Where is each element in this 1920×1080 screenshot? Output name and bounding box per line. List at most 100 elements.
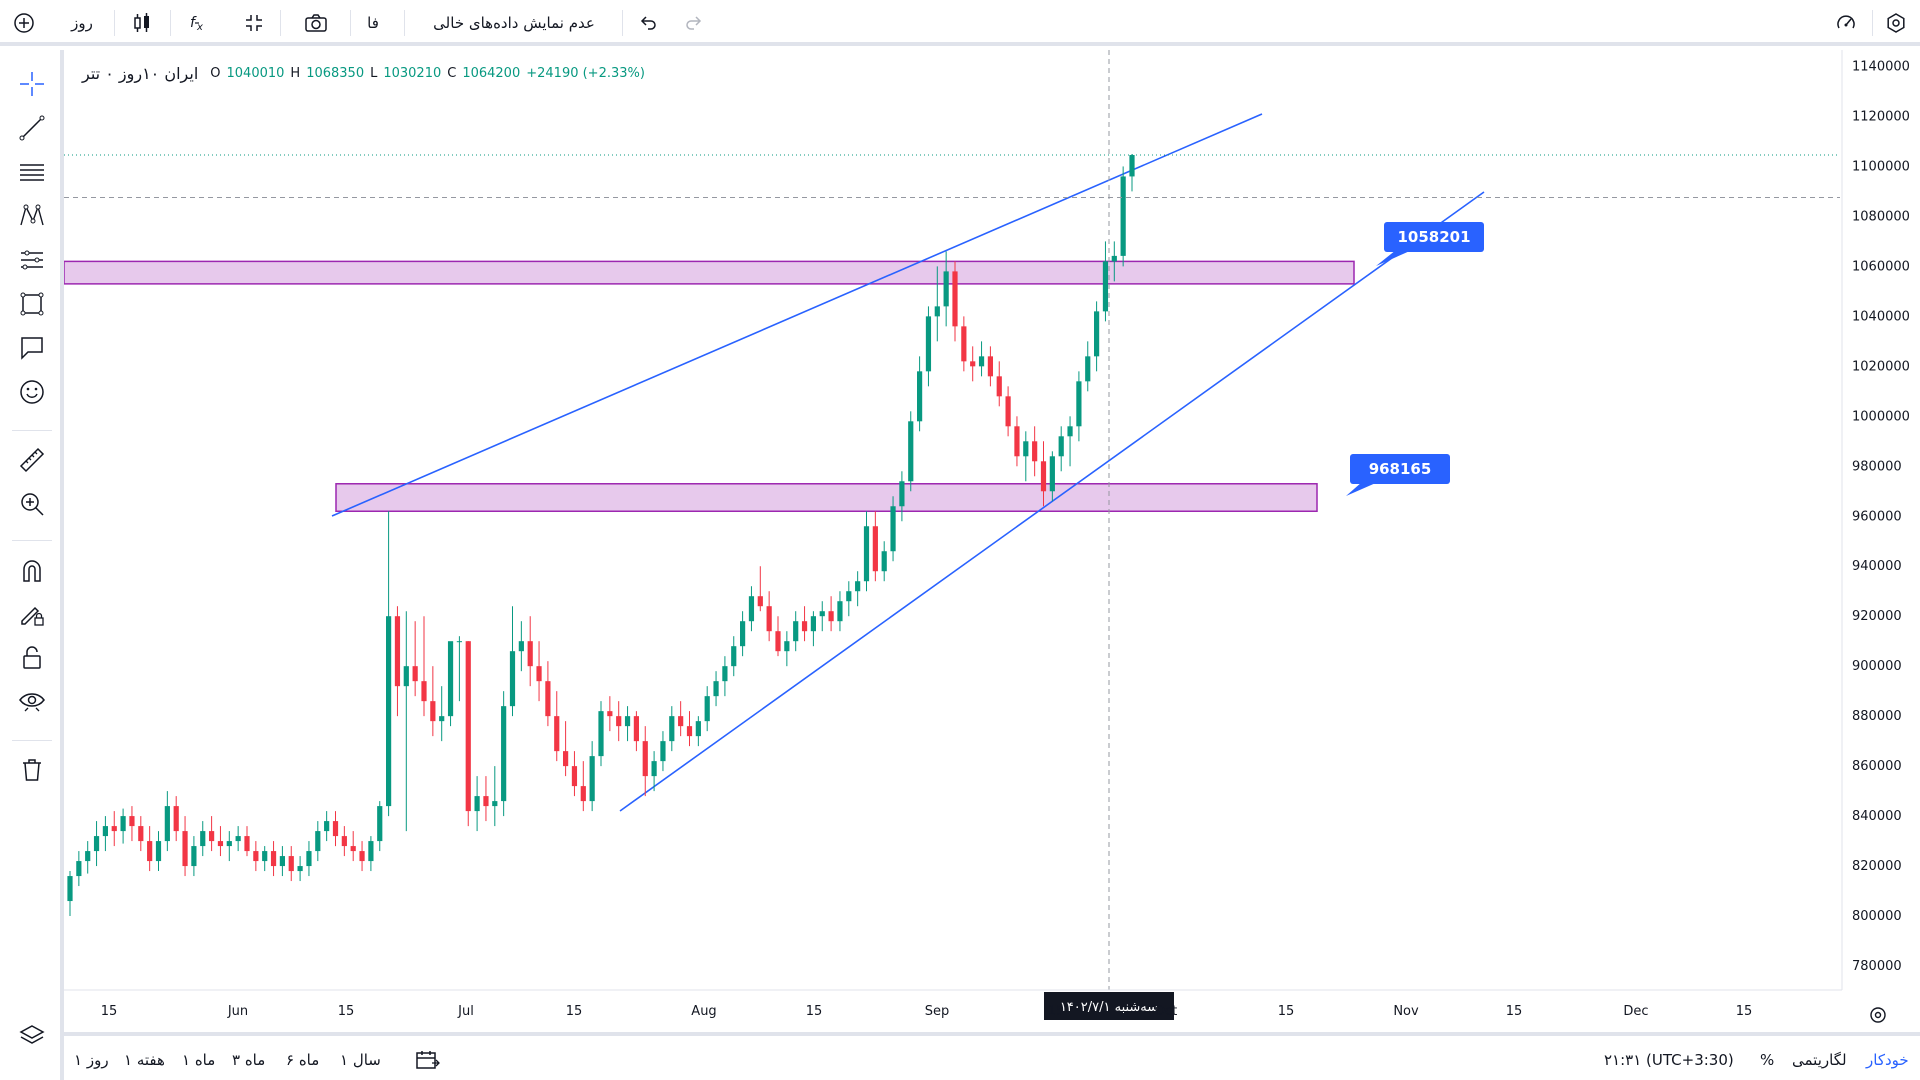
- candle[interactable]: [191, 836, 197, 877]
- emoji-icon[interactable]: [12, 372, 52, 412]
- candle[interactable]: [908, 411, 914, 492]
- candle[interactable]: [917, 356, 923, 432]
- lower-trendline[interactable]: [619, 191, 1485, 812]
- candle[interactable]: [775, 616, 781, 657]
- candle[interactable]: [315, 821, 321, 862]
- price-chart[interactable]: 11045701087568سه‌شنبه ۱۴۰۲/۷/۱1058201968…: [64, 50, 1920, 1032]
- candle[interactable]: [633, 711, 639, 752]
- candle[interactable]: [846, 581, 852, 617]
- candle[interactable]: [377, 801, 383, 852]
- candle[interactable]: [943, 251, 949, 327]
- candle[interactable]: [987, 346, 993, 387]
- candle[interactable]: [306, 841, 312, 877]
- candle[interactable]: [855, 571, 861, 607]
- candle[interactable]: [872, 511, 878, 582]
- candle[interactable]: [1005, 386, 1011, 437]
- candle[interactable]: [270, 841, 277, 877]
- candle[interactable]: [571, 751, 578, 797]
- candle[interactable]: [669, 706, 675, 752]
- candle[interactable]: [509, 606, 516, 717]
- range-1d[interactable]: ۱ روز: [74, 1051, 109, 1069]
- candle[interactable]: [934, 266, 940, 342]
- settings-icon[interactable]: [1878, 0, 1914, 46]
- empty-data-toggle[interactable]: عدم نمایش داده‌های خالی: [433, 14, 595, 32]
- candle[interactable]: [439, 686, 445, 742]
- candle[interactable]: [483, 776, 489, 822]
- candle[interactable]: [120, 808, 126, 844]
- range-6m[interactable]: ۶ ماه: [286, 1051, 320, 1069]
- candle[interactable]: [518, 621, 524, 672]
- candle[interactable]: [324, 811, 330, 842]
- candle[interactable]: [686, 711, 693, 747]
- candle[interactable]: [563, 721, 569, 777]
- candle[interactable]: [200, 821, 206, 857]
- timeframe-button[interactable]: روز: [71, 14, 93, 32]
- candle[interactable]: [996, 361, 1002, 407]
- candle[interactable]: [899, 471, 905, 522]
- zoom-icon[interactable]: [12, 484, 52, 524]
- candle[interactable]: [93, 821, 100, 867]
- crosshair-icon[interactable]: [12, 64, 52, 104]
- candle[interactable]: [616, 701, 622, 742]
- candle[interactable]: [386, 511, 392, 817]
- candle[interactable]: [412, 621, 418, 697]
- candle[interactable]: [1120, 166, 1126, 267]
- lock-pen-icon[interactable]: [12, 594, 52, 634]
- candle[interactable]: [748, 586, 755, 632]
- candle[interactable]: [793, 611, 799, 652]
- candle[interactable]: [359, 841, 365, 872]
- candle[interactable]: [129, 806, 135, 842]
- candle[interactable]: [421, 616, 427, 717]
- candle[interactable]: [368, 836, 374, 872]
- candle[interactable]: [1129, 153, 1135, 192]
- candle[interactable]: [740, 611, 746, 657]
- candle[interactable]: [1111, 241, 1117, 282]
- candle[interactable]: [1094, 301, 1100, 372]
- candle[interactable]: [704, 686, 710, 732]
- candle[interactable]: [837, 591, 843, 632]
- callout-icon[interactable]: [12, 328, 52, 368]
- candle[interactable]: [297, 856, 303, 882]
- candle[interactable]: [209, 816, 215, 852]
- price-axis[interactable]: [1842, 50, 1920, 1032]
- candle[interactable]: [111, 811, 117, 847]
- candle[interactable]: [536, 641, 542, 702]
- candle[interactable]: [279, 846, 285, 877]
- candle[interactable]: [102, 816, 108, 852]
- candle[interactable]: [952, 261, 958, 342]
- candle[interactable]: [288, 846, 294, 882]
- pitchfork-icon[interactable]: [12, 240, 52, 280]
- candle[interactable]: [217, 826, 224, 857]
- candle[interactable]: [447, 641, 454, 727]
- candle[interactable]: [713, 671, 719, 707]
- candle[interactable]: [341, 826, 347, 857]
- log-toggle[interactable]: لگاریتمی: [1792, 1051, 1847, 1069]
- candles-icon[interactable]: [124, 0, 160, 46]
- candle[interactable]: [235, 826, 241, 852]
- candle[interactable]: [85, 841, 91, 874]
- candle[interactable]: [598, 701, 604, 767]
- candle[interactable]: [456, 636, 462, 702]
- candle[interactable]: [978, 341, 985, 377]
- candle[interactable]: [465, 641, 471, 827]
- range-1y[interactable]: ۱ سال: [340, 1051, 381, 1069]
- candle[interactable]: [253, 841, 259, 872]
- trash-icon[interactable]: [12, 750, 52, 790]
- candle[interactable]: [76, 851, 82, 887]
- timezone-clock[interactable]: ۲۱:۳۱ (UTC+3:30): [1604, 1051, 1734, 1069]
- ruler-icon[interactable]: [12, 440, 52, 480]
- candle[interactable]: [554, 691, 560, 762]
- candle[interactable]: [766, 591, 772, 642]
- redo-icon[interactable]: [676, 0, 712, 46]
- gauge-icon[interactable]: [1828, 0, 1864, 46]
- candle[interactable]: [147, 826, 153, 872]
- camera-icon[interactable]: [298, 0, 334, 46]
- auto-toggle[interactable]: خودکار: [1866, 1051, 1909, 1069]
- range-1w[interactable]: ۱ هفته: [124, 1051, 165, 1069]
- zone-rectangle[interactable]: [64, 260, 1355, 285]
- upper-trendline[interactable]: [331, 113, 1263, 517]
- candle[interactable]: [651, 751, 657, 792]
- candle[interactable]: [580, 761, 586, 812]
- candle[interactable]: [678, 701, 684, 737]
- candle[interactable]: [589, 741, 595, 812]
